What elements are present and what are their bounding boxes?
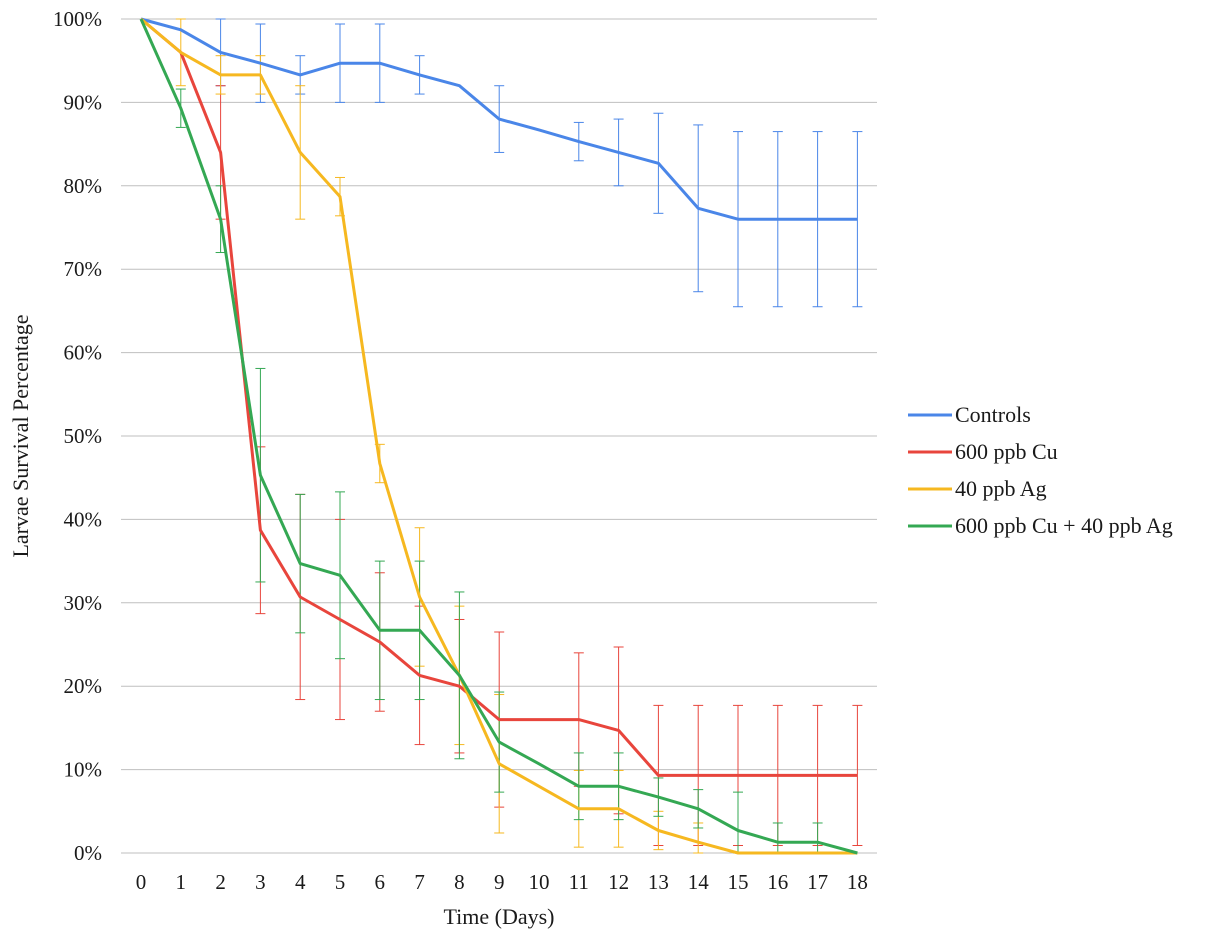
error-bar-group: [175, 88, 823, 854]
legend-item: 600 ppb Cu + 40 ppb Ag: [908, 513, 1173, 538]
x-tick-label: 14: [688, 870, 710, 894]
x-tick-label: 11: [569, 870, 589, 894]
error-bar-group: [215, 85, 863, 846]
x-tick-label: 3: [255, 870, 266, 894]
x-axis-ticks: 0 1 2 3 4 5 6 7 8 9 10 11 12 13 14 15 16 17 18: [136, 870, 868, 894]
x-tick-label: 4: [295, 870, 306, 894]
legend-item: Controls: [908, 402, 1031, 427]
series-lines: [139, 17, 858, 855]
series-line: [140, 17, 858, 777]
x-tick-label: 7: [414, 870, 425, 894]
y-tick-label: 90%: [64, 90, 103, 114]
y-tick-label: 10%: [64, 758, 103, 782]
x-axis-title: Time (Days): [443, 904, 554, 929]
x-tick-label: 13: [648, 870, 669, 894]
y-tick-label: 80%: [64, 174, 103, 198]
x-tick-label: 0: [136, 870, 147, 894]
series-line: [140, 17, 858, 855]
series-line: [139, 18, 858, 855]
y-axis-title: Larvae Survival Percentage: [8, 314, 33, 557]
x-tick-label: 16: [767, 870, 788, 894]
x-tick-label: 8: [454, 870, 465, 894]
y-tick-label: 30%: [64, 591, 103, 615]
x-tick-label: 5: [335, 870, 346, 894]
x-tick-label: 6: [375, 870, 386, 894]
y-tick-label: 40%: [64, 507, 103, 531]
series-line: [140, 17, 858, 221]
x-tick-label: 1: [176, 870, 187, 894]
y-tick-label: 60%: [64, 341, 103, 365]
x-tick-label: 15: [728, 870, 749, 894]
legend-label: 40 ppb Ag: [955, 476, 1047, 501]
y-tick-label: 50%: [64, 424, 103, 448]
x-tick-label: 18: [847, 870, 868, 894]
legend-item: 600 ppb Cu: [908, 439, 1058, 464]
legend-item: 40 ppb Ag: [908, 476, 1047, 501]
y-axis-ticks: 0% 10% 20% 30% 40% 50% 60% 70% 80% 90% 100%: [53, 7, 102, 865]
y-tick-label: 0%: [74, 841, 102, 865]
y-tick-label: 70%: [64, 257, 103, 281]
x-tick-label: 10: [529, 870, 550, 894]
x-tick-label: 17: [807, 870, 828, 894]
error-bar-group: [215, 18, 863, 308]
legend-label: Controls: [955, 402, 1031, 427]
gridlines: [121, 18, 877, 854]
x-tick-label: 2: [215, 870, 226, 894]
x-tick-label: 9: [494, 870, 505, 894]
y-tick-label: 100%: [53, 7, 102, 31]
legend: Controls 600 ppb Cu 40 ppb Ag 600 ppb Cu + …: [908, 402, 1173, 538]
legend-label: 600 ppb Cu: [955, 439, 1058, 464]
legend-label: 600 ppb Cu + 40 ppb Ag: [955, 513, 1173, 538]
x-tick-label: 12: [608, 870, 629, 894]
y-tick-label: 20%: [64, 674, 103, 698]
